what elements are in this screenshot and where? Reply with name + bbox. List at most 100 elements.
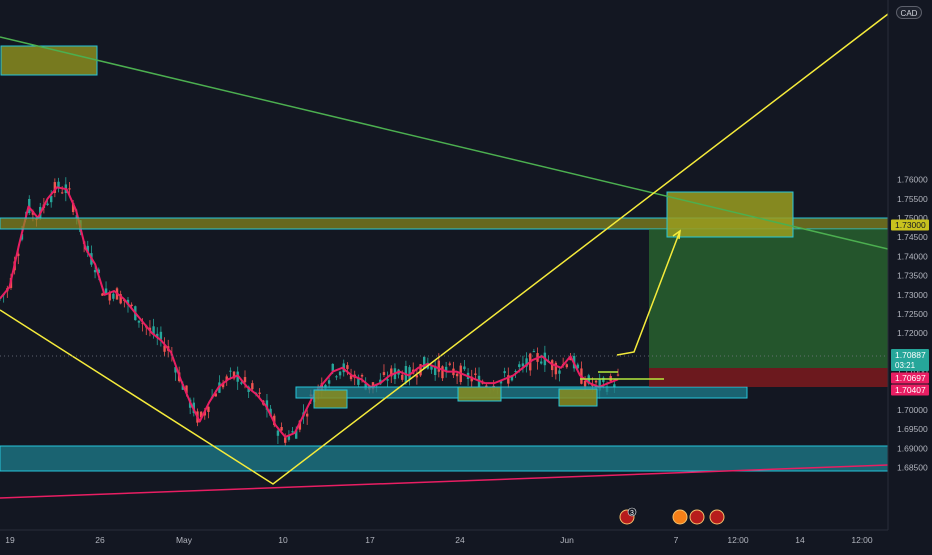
candle-body (419, 364, 422, 376)
candle-body (616, 374, 620, 376)
candle-body (507, 375, 510, 384)
candle (554, 361, 558, 380)
candle-body (17, 253, 20, 256)
channel-lines (0, 13, 888, 485)
event-marker (689, 509, 705, 525)
target-price-label-bg (891, 372, 929, 384)
y-tick-label: 1.76000 (897, 175, 928, 185)
candle (112, 291, 115, 302)
candle-body (243, 377, 247, 383)
candle-body (360, 375, 364, 377)
candle-body (335, 376, 338, 378)
candle-body (532, 351, 536, 353)
candle (335, 375, 338, 381)
x-tick-label: 24 (455, 535, 465, 545)
target-price-label: 1.70697 (891, 372, 929, 384)
projection-arrowhead (672, 229, 681, 240)
descending-trendline (0, 36, 888, 250)
candle-body (156, 333, 159, 338)
candle-body (101, 293, 104, 296)
candle-body (86, 245, 89, 254)
candle-body (104, 288, 108, 294)
candle (280, 422, 283, 431)
candle-body (71, 202, 75, 213)
candle-body (569, 358, 572, 361)
candle-body (276, 430, 280, 436)
x-tick-label: 7 (674, 535, 679, 545)
y-tick-label: 1.70000 (897, 405, 928, 415)
support-zone-mid (295, 386, 748, 399)
y-tick-label: 1.72000 (897, 328, 928, 338)
candle-body (565, 364, 569, 368)
candle (386, 371, 389, 387)
demand-box (558, 388, 598, 407)
candle-body (119, 294, 122, 304)
candle-body (349, 375, 353, 380)
candle-body (518, 364, 521, 368)
y-tick-label: 1.68500 (897, 463, 928, 473)
loss-zone (649, 368, 888, 387)
candle-body (199, 411, 203, 418)
candle-body (422, 356, 426, 369)
candle (57, 177, 60, 193)
y-tick-label: 1.73500 (897, 271, 928, 281)
candle-body (382, 372, 386, 376)
stop-price-label: 1.70407 (891, 384, 929, 396)
candle (430, 365, 433, 374)
target-zone (666, 191, 794, 238)
candle-body (112, 293, 115, 299)
projection-arrow (616, 230, 681, 356)
x-tick-label: Jun (560, 535, 574, 545)
event-marker (672, 509, 688, 525)
candle-body (510, 376, 514, 381)
candle-body (444, 366, 448, 372)
candle-body (598, 379, 601, 391)
candle-body (152, 326, 155, 336)
candle-body (415, 375, 419, 378)
candle (463, 360, 466, 371)
y-tick-label: 1.73000 (897, 290, 928, 300)
candle-body (583, 380, 587, 387)
candle (444, 361, 448, 378)
currency-badge[interactable]: CAD (896, 6, 922, 19)
candle-body (514, 370, 517, 372)
event-marker-icon (709, 509, 725, 525)
ascending-trendline (0, 464, 888, 499)
demand-box (313, 389, 348, 409)
candle-body (463, 366, 466, 370)
candle-body (441, 366, 444, 379)
candle-body (386, 379, 389, 381)
y-tick-label: 1.74500 (897, 232, 928, 242)
candle-body (448, 363, 451, 365)
candle-body (401, 374, 404, 380)
candle-body (163, 345, 166, 352)
candle-body (159, 331, 163, 340)
candle-body (280, 427, 283, 431)
candle (86, 240, 89, 257)
candle-body (240, 382, 243, 384)
candle (68, 182, 71, 195)
events-layer: 3 (619, 507, 725, 525)
candle-body (525, 358, 528, 367)
candle (422, 356, 426, 370)
candle (291, 426, 294, 434)
candle-body (251, 383, 254, 390)
candle-body (265, 400, 269, 410)
candle-body (327, 380, 331, 384)
candle (104, 281, 108, 295)
top-zone (0, 45, 98, 76)
y-tick-label: 1.69000 (897, 443, 928, 453)
support-zone-lower (0, 445, 888, 472)
candle-body (390, 368, 393, 377)
candle (477, 367, 481, 390)
zone-price-label: 1.73000 (891, 219, 929, 231)
candle-body (232, 371, 236, 379)
candle-body (53, 182, 57, 193)
candle-body (602, 377, 605, 383)
candle-body (408, 367, 411, 380)
candle-body (60, 192, 64, 194)
candle (338, 370, 342, 379)
